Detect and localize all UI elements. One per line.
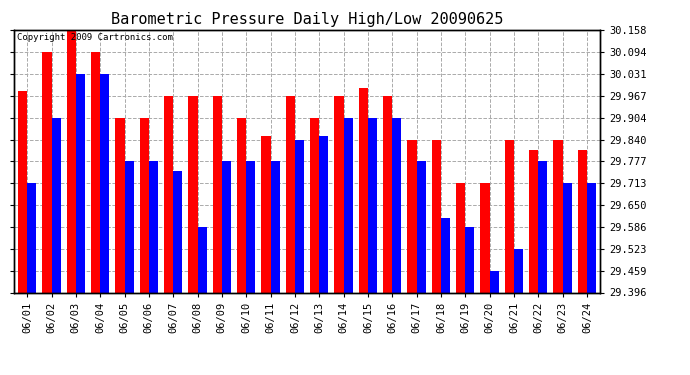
Bar	[319, 136, 328, 292]
Bar	[52, 117, 61, 292]
Bar	[441, 218, 450, 292]
Bar	[538, 161, 547, 292]
Bar	[578, 150, 587, 292]
Bar	[197, 227, 207, 292]
Bar	[115, 117, 124, 292]
Bar	[270, 161, 279, 292]
Bar	[504, 140, 514, 292]
Bar	[164, 96, 173, 292]
Bar	[213, 96, 222, 292]
Bar	[76, 74, 85, 292]
Bar	[529, 150, 538, 292]
Bar	[42, 52, 52, 292]
Bar	[335, 96, 344, 292]
Bar	[432, 140, 441, 292]
Bar	[100, 74, 110, 292]
Bar	[368, 117, 377, 292]
Bar	[124, 161, 134, 292]
Bar	[91, 52, 100, 292]
Bar	[222, 161, 231, 292]
Bar	[149, 161, 158, 292]
Bar	[514, 249, 523, 292]
Bar	[286, 96, 295, 292]
Bar	[465, 227, 475, 292]
Bar	[310, 117, 319, 292]
Bar	[344, 117, 353, 292]
Bar	[562, 183, 572, 292]
Bar	[587, 183, 596, 292]
Bar	[456, 183, 465, 292]
Bar	[480, 183, 490, 292]
Bar	[67, 30, 76, 292]
Bar	[359, 88, 368, 292]
Bar	[490, 271, 499, 292]
Bar	[392, 117, 402, 292]
Bar	[407, 140, 417, 292]
Bar	[417, 161, 426, 292]
Bar	[139, 117, 149, 292]
Text: Copyright 2009 Cartronics.com: Copyright 2009 Cartronics.com	[17, 33, 172, 42]
Bar	[237, 117, 246, 292]
Title: Barometric Pressure Daily High/Low 20090625: Barometric Pressure Daily High/Low 20090…	[111, 12, 503, 27]
Bar	[188, 96, 197, 292]
Bar	[18, 92, 27, 292]
Bar	[27, 183, 37, 292]
Bar	[553, 140, 562, 292]
Bar	[295, 140, 304, 292]
Bar	[173, 171, 182, 292]
Bar	[262, 136, 270, 292]
Bar	[246, 161, 255, 292]
Bar	[383, 96, 392, 292]
